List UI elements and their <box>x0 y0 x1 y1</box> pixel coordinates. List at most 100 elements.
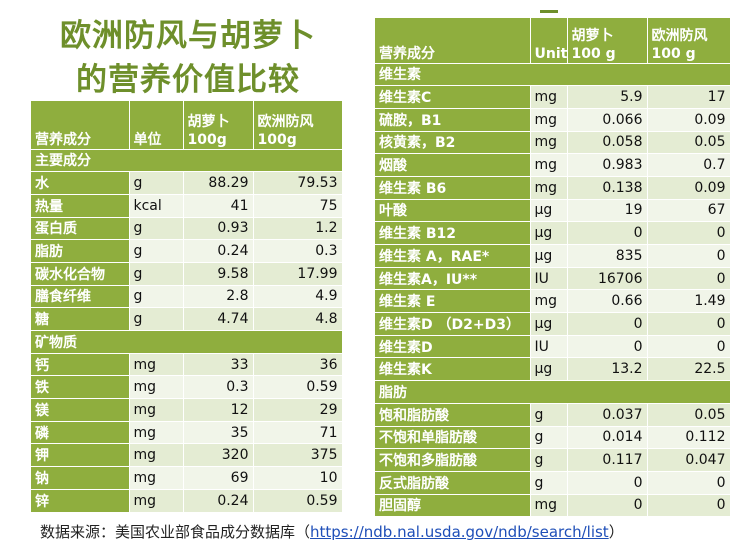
nutrient-name: 蛋白质 <box>31 217 130 241</box>
parsnip-value: 0 <box>647 312 731 336</box>
parsnip-value: 0.3 <box>253 239 343 263</box>
table-row: 叶酸 µg 19 67 <box>375 199 731 223</box>
unit-cell: mg <box>530 153 568 177</box>
table-row: 维生素 B6 mg 0.138 0.09 <box>375 176 731 200</box>
carrot-value: 19 <box>567 199 648 223</box>
parsnip-value: 0 <box>647 244 731 268</box>
unit-cell: mg <box>129 398 184 422</box>
table-row: 蛋白质 g 0.93 1.2 <box>31 217 343 241</box>
unit-cell: mg <box>530 494 568 518</box>
table-row: 不饱和单脂肪酸 g 0.014 0.112 <box>375 426 731 450</box>
source-prefix: 数据来源：美国农业部食品成分数据库（ <box>40 523 311 541</box>
parsnip-value: 0.59 <box>253 375 343 400</box>
parsnip-value: 10 <box>253 466 343 490</box>
section-row: 脂肪 <box>375 380 731 404</box>
carrot-value: 0.138 <box>567 176 648 200</box>
unit-cell: mg <box>530 289 568 314</box>
unit-cell: mg <box>530 108 568 132</box>
parsnip-value: 1.2 <box>253 217 343 241</box>
parsnip-value: 0.047 <box>647 448 731 472</box>
carrot-value: 12 <box>183 398 254 422</box>
carrot-value: 0 <box>567 312 648 336</box>
nutrient-name: 维生素 B6 <box>375 176 531 200</box>
header-text: 100 g <box>571 45 616 62</box>
table-header-row: 营养成分 单位 胡萝卜 100g 欧洲防风 100g <box>31 101 343 150</box>
nutrient-name: 钠 <box>31 466 130 490</box>
left-nutrition-table: 营养成分 单位 胡萝卜 100g 欧洲防风 100g 主要成分水 g 88.29 79.5… <box>31 101 343 513</box>
table-row: 维生素K µg 13.2 22.5 <box>375 357 731 382</box>
header-text: 营养成分 <box>35 131 91 148</box>
header-nutrient: 营养成分 <box>31 101 130 150</box>
right-nutrition-table: 营养成分 Unit 胡萝卜 100 g 欧洲防风 100 g 维生素 维生素C mg 5.… <box>375 18 731 518</box>
table-row: 维生素D （D2+D3） µg 0 0 <box>375 312 731 336</box>
table-row: 烟酸 mg 0.983 0.7 <box>375 153 731 177</box>
nutrient-name: 维生素 A，RAE* <box>375 244 531 268</box>
parsnip-value: 0.09 <box>647 176 731 200</box>
header-text: 100g <box>257 131 297 148</box>
carrot-value: 0.066 <box>567 108 648 132</box>
carrot-value: 41 <box>183 194 254 218</box>
section-label: 矿物质 <box>31 330 343 354</box>
table-row: 镁 mg 12 29 <box>31 398 343 422</box>
nutrient-name: 反式脂肪酸 <box>375 471 531 495</box>
table-row: 维生素 A，RAE* µg 835 0 <box>375 244 731 268</box>
unit-cell: mg <box>129 353 184 377</box>
carrot-value: 4.74 <box>183 307 254 331</box>
header-text: 胡萝卜 <box>187 113 230 130</box>
parsnip-value: 0 <box>647 494 731 518</box>
source-suffix: ） <box>608 523 624 541</box>
carrot-value: 0 <box>567 494 648 518</box>
source-link[interactable]: https://ndb.nal.usda.gov/ndb/search/list <box>310 523 609 541</box>
parsnip-value: 79.53 <box>253 171 343 195</box>
carrot-value: 0.037 <box>567 403 648 427</box>
carrot-value: 16706 <box>567 267 648 291</box>
nutrient-name: 脂肪 <box>31 239 130 263</box>
unit-cell: mg <box>129 443 184 468</box>
carrot-value: 88.29 <box>183 171 254 195</box>
unit-cell: µg <box>530 357 568 382</box>
header-unit: Unit <box>530 18 568 64</box>
table-row: 维生素C mg 5.9 17 <box>375 85 731 109</box>
table-row: 锌 mg 0.24 0.59 <box>31 489 343 513</box>
parsnip-value: 67 <box>647 199 731 223</box>
nutrient-name: 硫胺，B1 <box>375 108 531 132</box>
nutrient-name: 维生素C <box>375 85 531 109</box>
parsnip-value: 0.05 <box>647 131 731 155</box>
unit-cell: g <box>530 471 568 495</box>
carrot-value: 9.58 <box>183 262 254 286</box>
table-row: 维生素D IU 0 0 <box>375 335 731 359</box>
header-text: 欧洲防风 <box>651 27 708 44</box>
carrot-value: 0 <box>567 335 648 359</box>
nutrient-name: 碳水化合物 <box>31 262 130 286</box>
nutrient-name: 烟酸 <box>375 153 531 177</box>
parsnip-value: 0.09 <box>647 108 731 132</box>
carrot-value: 33 <box>183 353 254 377</box>
carrot-value: 5.9 <box>567 85 648 109</box>
parsnip-value: 0.7 <box>647 153 731 177</box>
nutrient-name: 胆固醇 <box>375 494 531 518</box>
carrot-value: 0.014 <box>567 426 648 450</box>
table-row: 核黄素，B2 mg 0.058 0.05 <box>375 131 731 155</box>
section-row: 维生素 <box>375 63 731 87</box>
header-nutrient: 营养成分 <box>375 18 531 64</box>
carrot-value: 835 <box>567 244 648 268</box>
table-row: 维生素A，IU** IU 16706 0 <box>375 267 731 291</box>
nutrient-name: 维生素D （D2+D3） <box>375 312 531 336</box>
nutrient-name: 热量 <box>31 194 130 218</box>
nutrient-name: 水 <box>31 171 130 195</box>
table-row: 胆固醇 mg 0 0 <box>375 494 731 518</box>
section-label: 维生素 <box>375 63 731 87</box>
table-row: 硫胺，B1 mg 0.066 0.09 <box>375 108 731 132</box>
section-row: 矿物质 <box>31 330 343 354</box>
nutrient-name: 磷 <box>31 421 130 445</box>
unit-cell: µg <box>530 244 568 268</box>
parsnip-value: 71 <box>253 421 343 445</box>
carrot-value: 0.983 <box>567 153 648 177</box>
nutrient-name: 维生素K <box>375 357 531 382</box>
unit-cell: mg <box>129 375 184 400</box>
table-row: 热量 kcal 41 75 <box>31 194 343 218</box>
unit-cell: mg <box>129 421 184 445</box>
nutrient-name: 维生素A，IU** <box>375 267 531 291</box>
nutrient-name: 不饱和多脂肪酸 <box>375 448 531 472</box>
